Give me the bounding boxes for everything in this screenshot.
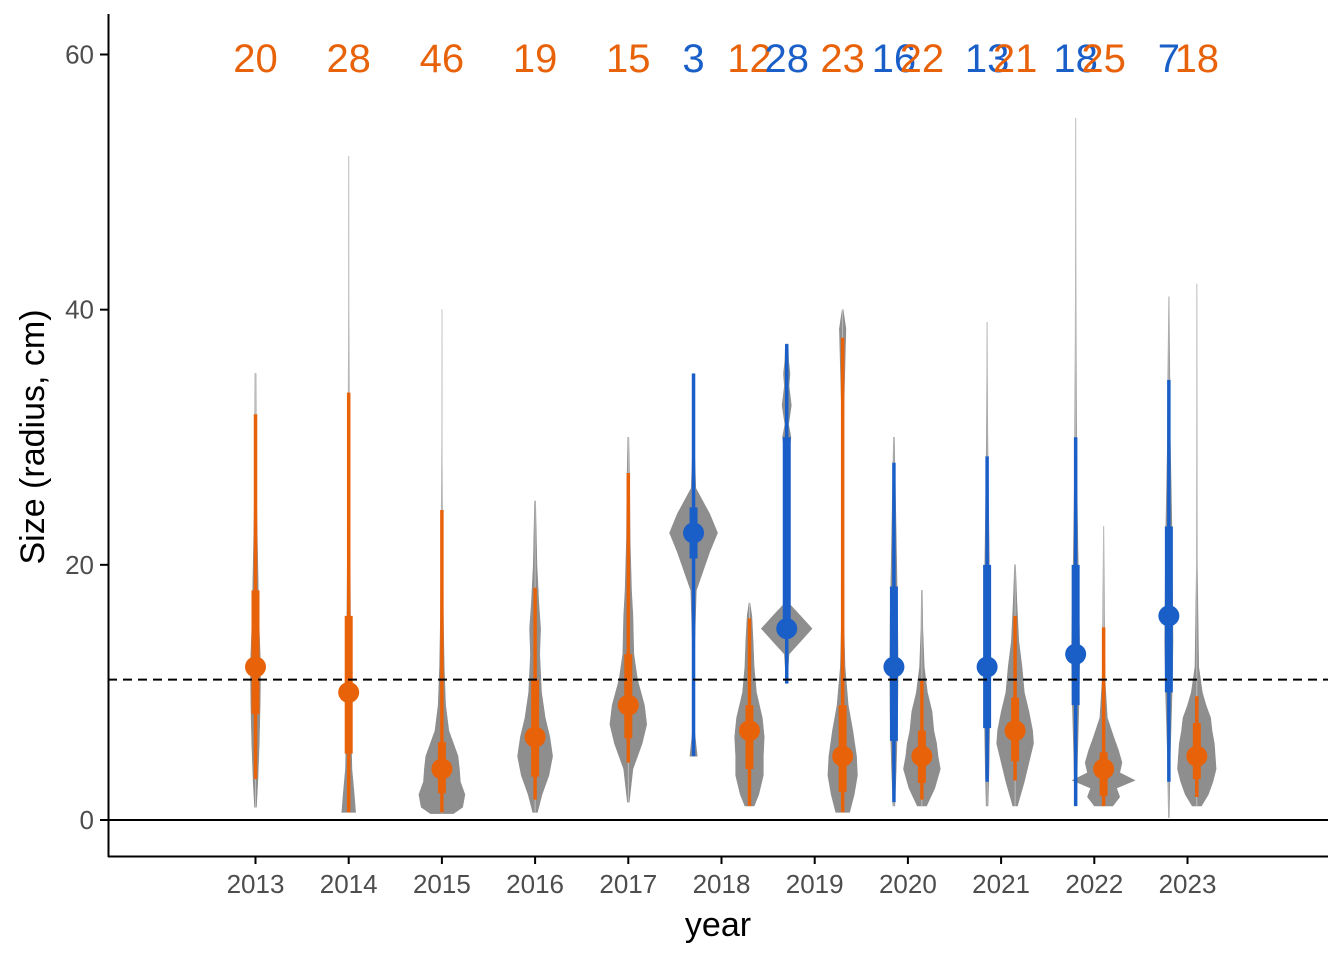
median-point	[683, 522, 705, 544]
y-ticks: 0 20 40 60	[65, 40, 108, 835]
sample-size-label: 19	[513, 37, 558, 81]
interval-layer	[251, 337, 1201, 813]
y-tick-label: 20	[65, 550, 94, 580]
median-point	[738, 720, 760, 742]
sample-size-label: 18	[1175, 37, 1220, 81]
sample-size-label: 25	[1081, 37, 1126, 81]
sample-size-label: 3	[682, 37, 704, 81]
median-point	[524, 726, 546, 748]
median-point	[1093, 758, 1115, 780]
sample-size-label: 12	[727, 37, 772, 81]
x-tick-label: 2014	[320, 869, 378, 899]
median-point	[832, 745, 854, 767]
sample-size-label: 15	[606, 37, 651, 81]
sample-size-label: 7	[1158, 37, 1180, 81]
median-point	[1186, 745, 1208, 767]
x-tick-label: 2023	[1159, 869, 1217, 899]
sample-size-label: 20	[233, 37, 278, 81]
sample-size-label: 16	[872, 37, 917, 81]
sample-size-label: 23	[820, 37, 865, 81]
y-tick-label: 0	[80, 805, 94, 835]
median-point	[911, 745, 933, 767]
median-point	[245, 656, 266, 678]
median-point	[617, 694, 639, 716]
sample-size-label: 46	[420, 37, 465, 81]
median-point	[1065, 643, 1087, 665]
x-tick-label: 2021	[972, 869, 1030, 899]
y-axis-title: Size (radius, cm)	[14, 309, 52, 564]
x-tick-label: 2019	[786, 869, 844, 899]
sample-size-label: 28	[326, 37, 371, 81]
violin-layer	[250, 118, 1217, 818]
x-axis-title: year	[685, 906, 751, 944]
sample-size-label: 22	[900, 37, 945, 81]
x-tick-label: 2013	[227, 869, 285, 899]
median-point	[431, 758, 453, 780]
x-tick-label: 2015	[413, 869, 471, 899]
median-point	[976, 656, 998, 678]
median-points	[245, 522, 1208, 780]
y-tick-label: 60	[65, 40, 94, 70]
reference-lines	[108, 678, 1328, 821]
x-ticks: 2013 2014 2015 2016 2017 2018 2019 2020 2021 2022…	[227, 856, 1217, 899]
sample-size-label: 28	[764, 37, 809, 81]
x-tick-label: 2020	[879, 869, 937, 899]
median-point	[338, 681, 360, 703]
axes	[107, 14, 1328, 858]
x-tick-label: 2016	[506, 869, 564, 899]
sample-size-label: 13	[965, 37, 1010, 81]
sample-size-label: 18	[1053, 37, 1098, 81]
median-point	[883, 656, 905, 678]
x-tick-label: 2017	[599, 869, 657, 899]
median-point	[1158, 605, 1180, 627]
median-point	[1004, 720, 1026, 742]
median-point	[776, 618, 798, 640]
x-tick-label: 2022	[1065, 869, 1123, 899]
sample-size-label: 21	[993, 37, 1038, 81]
y-tick-label: 40	[65, 295, 94, 325]
x-tick-label: 2018	[693, 869, 751, 899]
